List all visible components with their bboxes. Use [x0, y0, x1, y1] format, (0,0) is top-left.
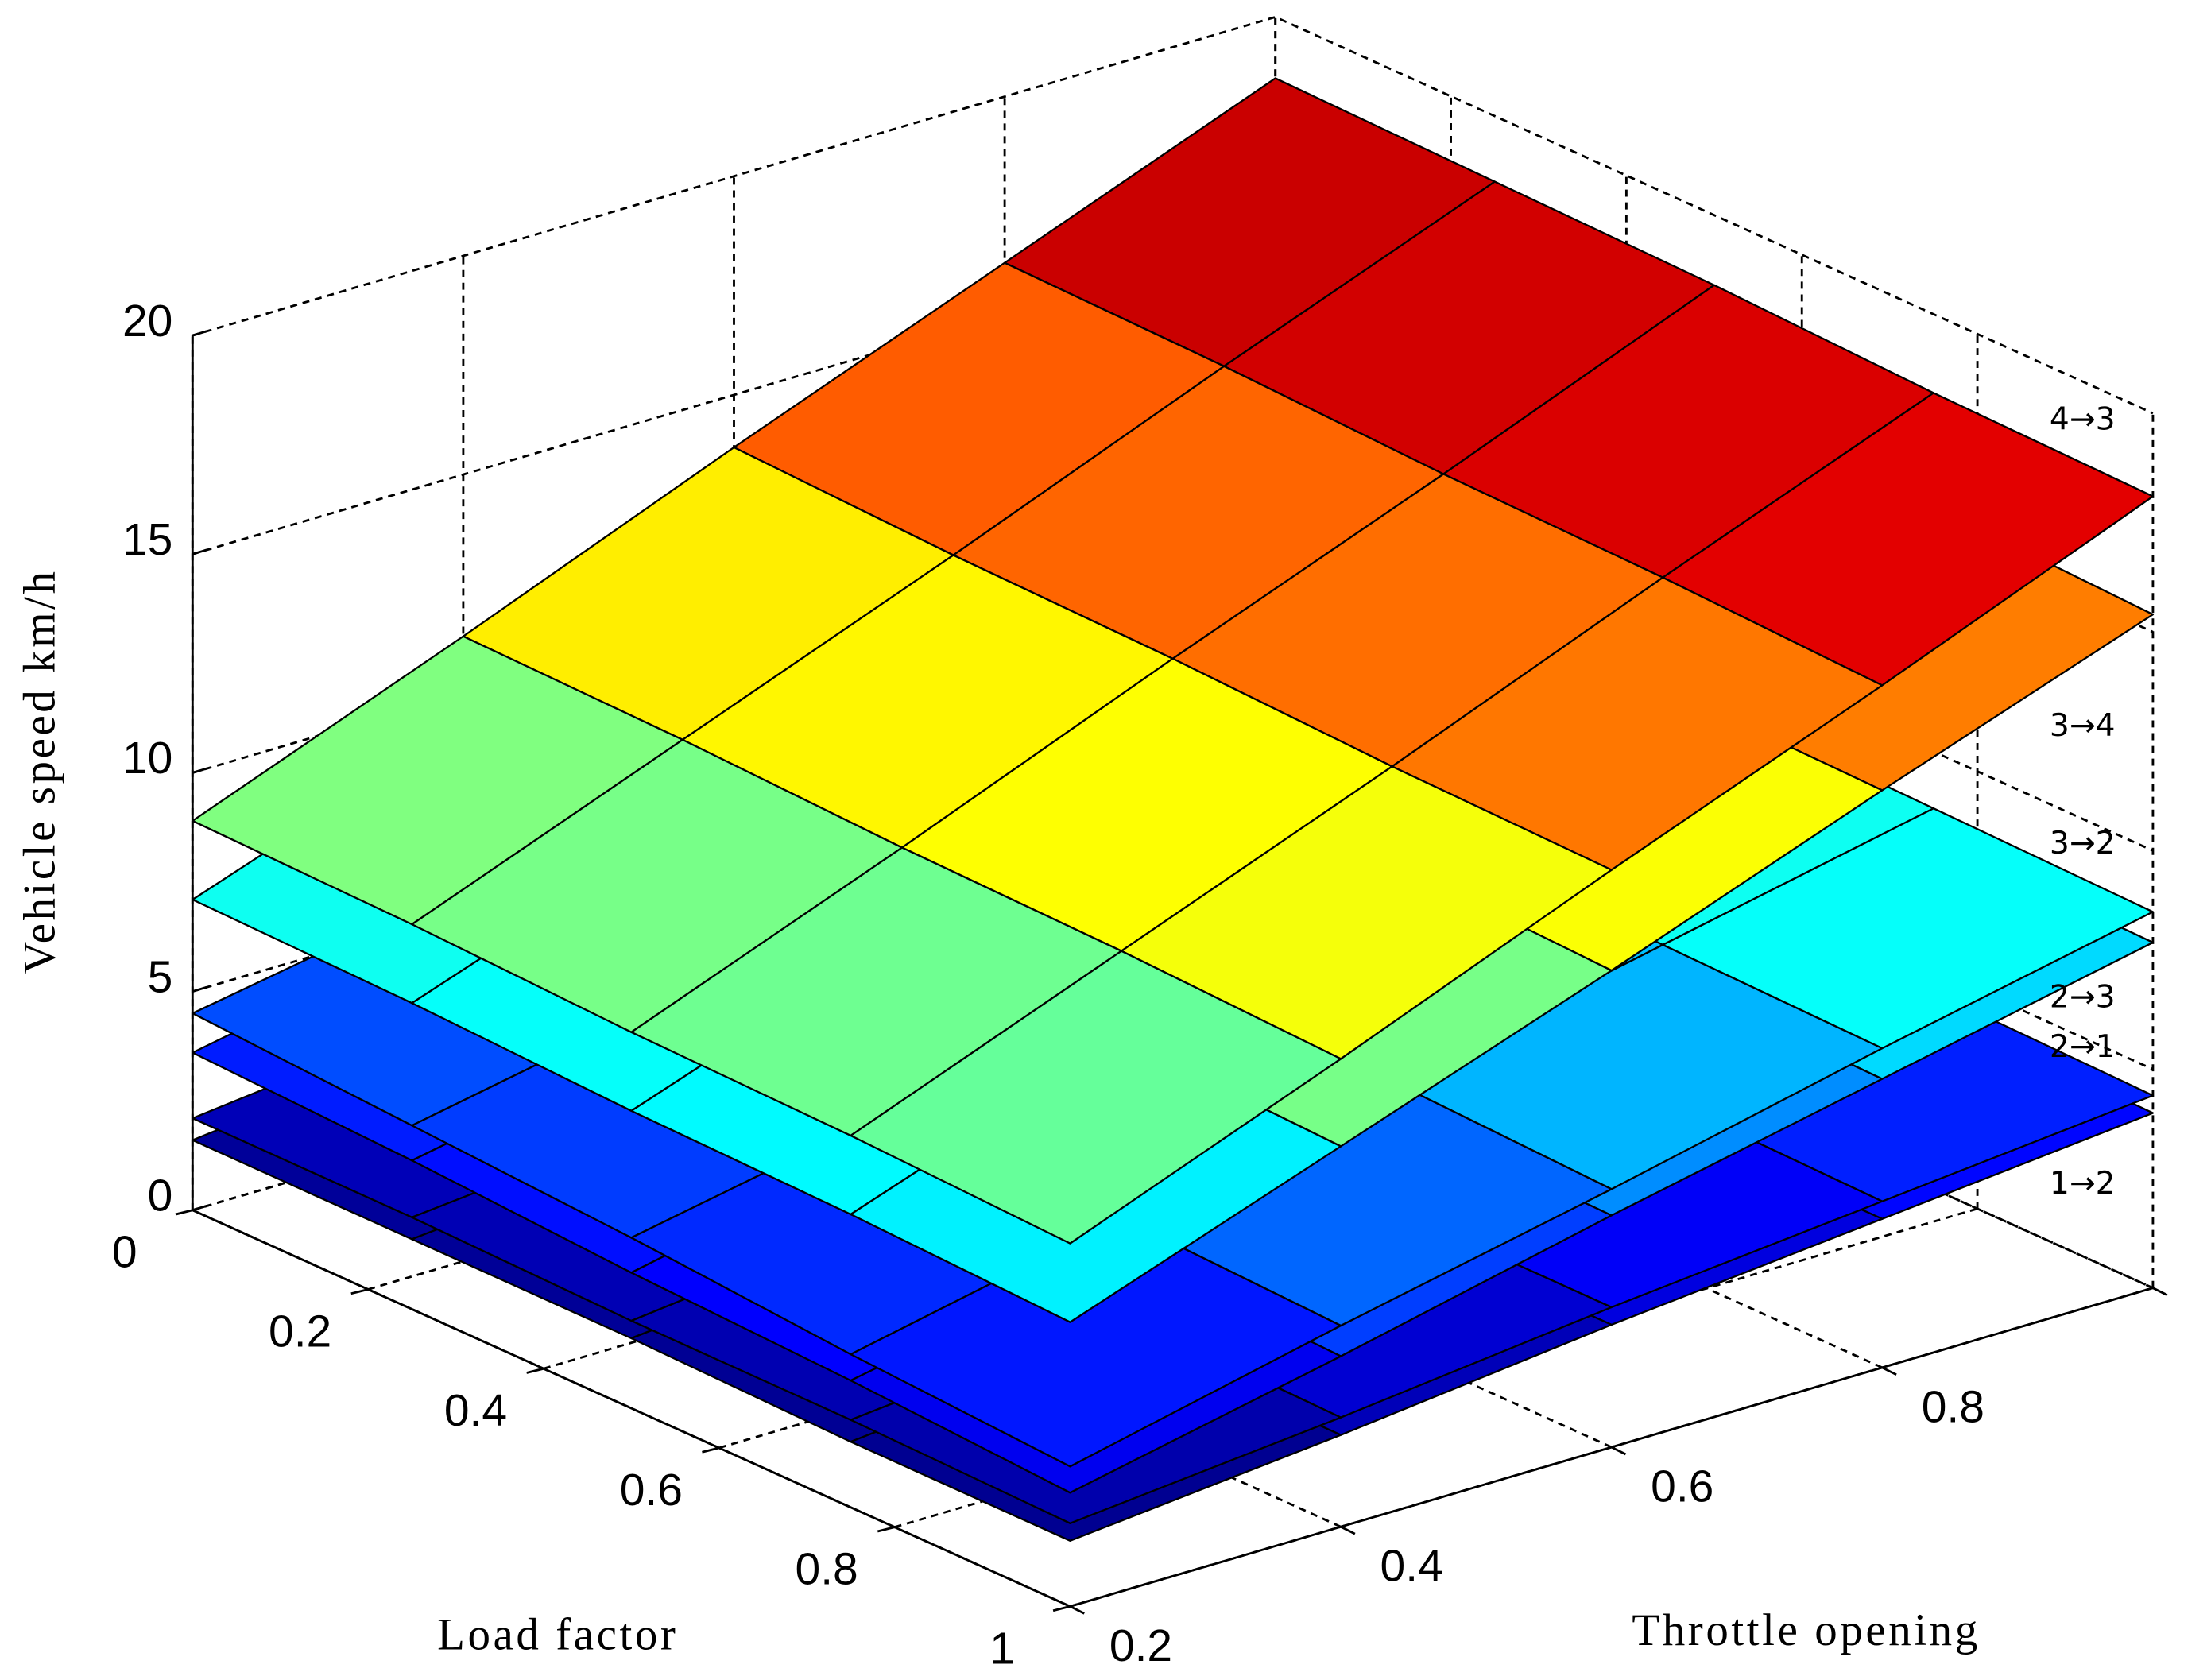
x-tick: [702, 1446, 720, 1454]
z-tick: [192, 330, 207, 337]
y-tick: [2152, 1287, 2168, 1296]
x-tick: [175, 1209, 193, 1216]
x-tick-label: 0.2: [269, 1306, 331, 1357]
series-label: 3→4: [2050, 708, 2116, 744]
x-tick-label: 0: [112, 1227, 137, 1278]
y-tick: [1881, 1366, 1897, 1376]
y-tick-label: 0.8: [1922, 1381, 1984, 1432]
y-tick: [1069, 1605, 1085, 1615]
z-axis-label: Vehicle speed km/h: [14, 568, 64, 974]
x-tick: [1052, 1605, 1071, 1612]
x-tick-label: 1: [989, 1623, 1015, 1674]
axis-layer: 1→2 2→1 2→3 3→2 3→4 4→3 0 5 10 15 20 0 0.2 0.4 0.6 0.8 1…: [112, 296, 2168, 1674]
z-tick-label: 5: [148, 951, 173, 1002]
x-tick: [526, 1367, 544, 1374]
z-tick: [192, 767, 207, 774]
y-tick-label: 0.4: [1380, 1541, 1443, 1592]
x-tick-label: 0.6: [620, 1465, 683, 1515]
surface-layer: [192, 77, 2155, 1543]
series-label: 4→3: [2050, 402, 2116, 438]
y-tick-label: 0.2: [1109, 1620, 1172, 1671]
grid-line: [192, 234, 2154, 633]
y-tick: [1611, 1446, 1627, 1456]
x-tick: [877, 1526, 895, 1533]
z-tick: [192, 1205, 207, 1212]
z-tick-label: 15: [122, 514, 172, 565]
x-axis: [192, 1209, 1071, 1608]
x-tick-label: 0.4: [444, 1385, 507, 1436]
y-tick-label: 0.6: [1651, 1461, 1713, 1512]
y-axis-label: Throttle opening: [1632, 1605, 1980, 1655]
surface: [192, 77, 2155, 1245]
series-label: 2→1: [2050, 1029, 2116, 1065]
z-tick: [192, 985, 207, 993]
series-label: 2→3: [2050, 980, 2116, 1016]
surface-cell: [850, 950, 1342, 1245]
x-tick: [350, 1288, 369, 1295]
series-label: 1→2: [2050, 1166, 2116, 1202]
z-tick-label: 0: [148, 1171, 173, 1221]
series-label: 3→2: [2050, 826, 2116, 861]
z-tick-label: 10: [122, 733, 172, 784]
x-tick-label: 0.8: [796, 1544, 858, 1595]
x-axis-label: Load factor: [437, 1609, 678, 1659]
grid-line: [192, 15, 2154, 415]
z-tick: [192, 548, 207, 555]
y-tick: [1340, 1525, 1356, 1535]
z-tick-label: 20: [122, 296, 172, 346]
